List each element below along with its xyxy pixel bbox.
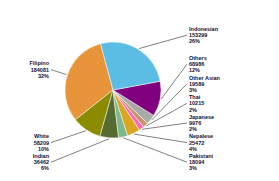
svg-text:Others6898612%: Others6898612%: [189, 55, 207, 73]
svg-text:Pakistani180943%: Pakistani180943%: [189, 153, 214, 171]
svg-text:White5820910%: White5820910%: [34, 133, 49, 151]
svg-text:Indonesian15329926%: Indonesian15329926%: [189, 26, 219, 44]
svg-text:Thai102152%: Thai102152%: [189, 94, 204, 112]
svg-text:Filipino18408132%: Filipino18408132%: [29, 60, 49, 78]
svg-text:Nepalese254724%: Nepalese254724%: [189, 133, 213, 151]
svg-text:Indian364626%: Indian364626%: [33, 153, 50, 171]
svg-text:Other Asian195893%: Other Asian195893%: [189, 75, 221, 93]
svg-text:Japanese99762%: Japanese99762%: [189, 114, 214, 132]
